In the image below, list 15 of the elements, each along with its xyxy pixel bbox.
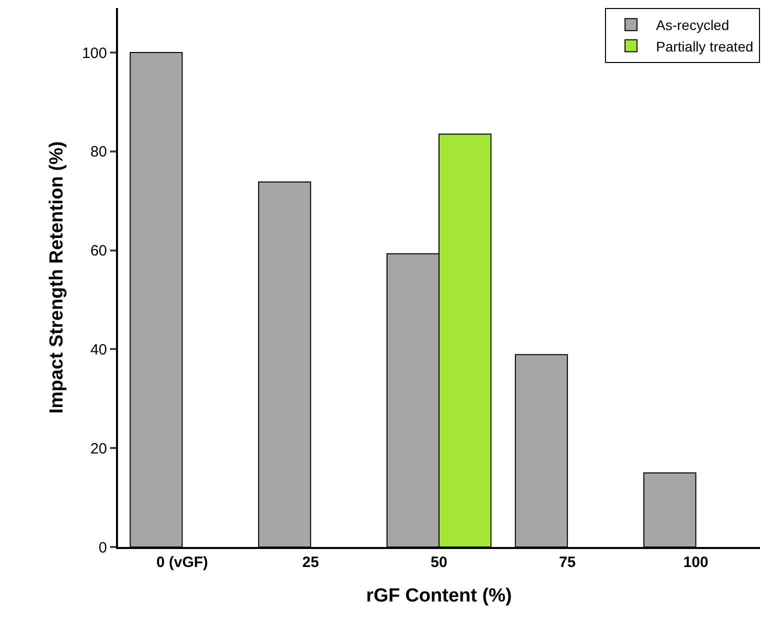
legend-label: Partially treated xyxy=(656,38,754,54)
y-axis-title: Impact Strength Retention (%) xyxy=(46,141,68,414)
y-tick-label: 0 xyxy=(98,539,107,556)
x-tick-label: 25 xyxy=(302,554,319,571)
x-tick-label: 75 xyxy=(559,554,576,571)
y-tick-label: 60 xyxy=(90,242,107,260)
y-tick-label: 80 xyxy=(90,144,107,161)
x-tick-label: 100 xyxy=(683,554,708,571)
y-tick-label: 40 xyxy=(90,341,107,358)
x-axis-title: rGF Content (%) xyxy=(366,585,512,606)
x-tick-label: 0 (vGF) xyxy=(156,554,208,571)
x-tick-label: 50 xyxy=(430,554,448,571)
y-tick-label: 100 xyxy=(82,44,107,62)
legend-label: As-recycled xyxy=(656,17,730,34)
y-tick-label: 20 xyxy=(90,440,107,458)
